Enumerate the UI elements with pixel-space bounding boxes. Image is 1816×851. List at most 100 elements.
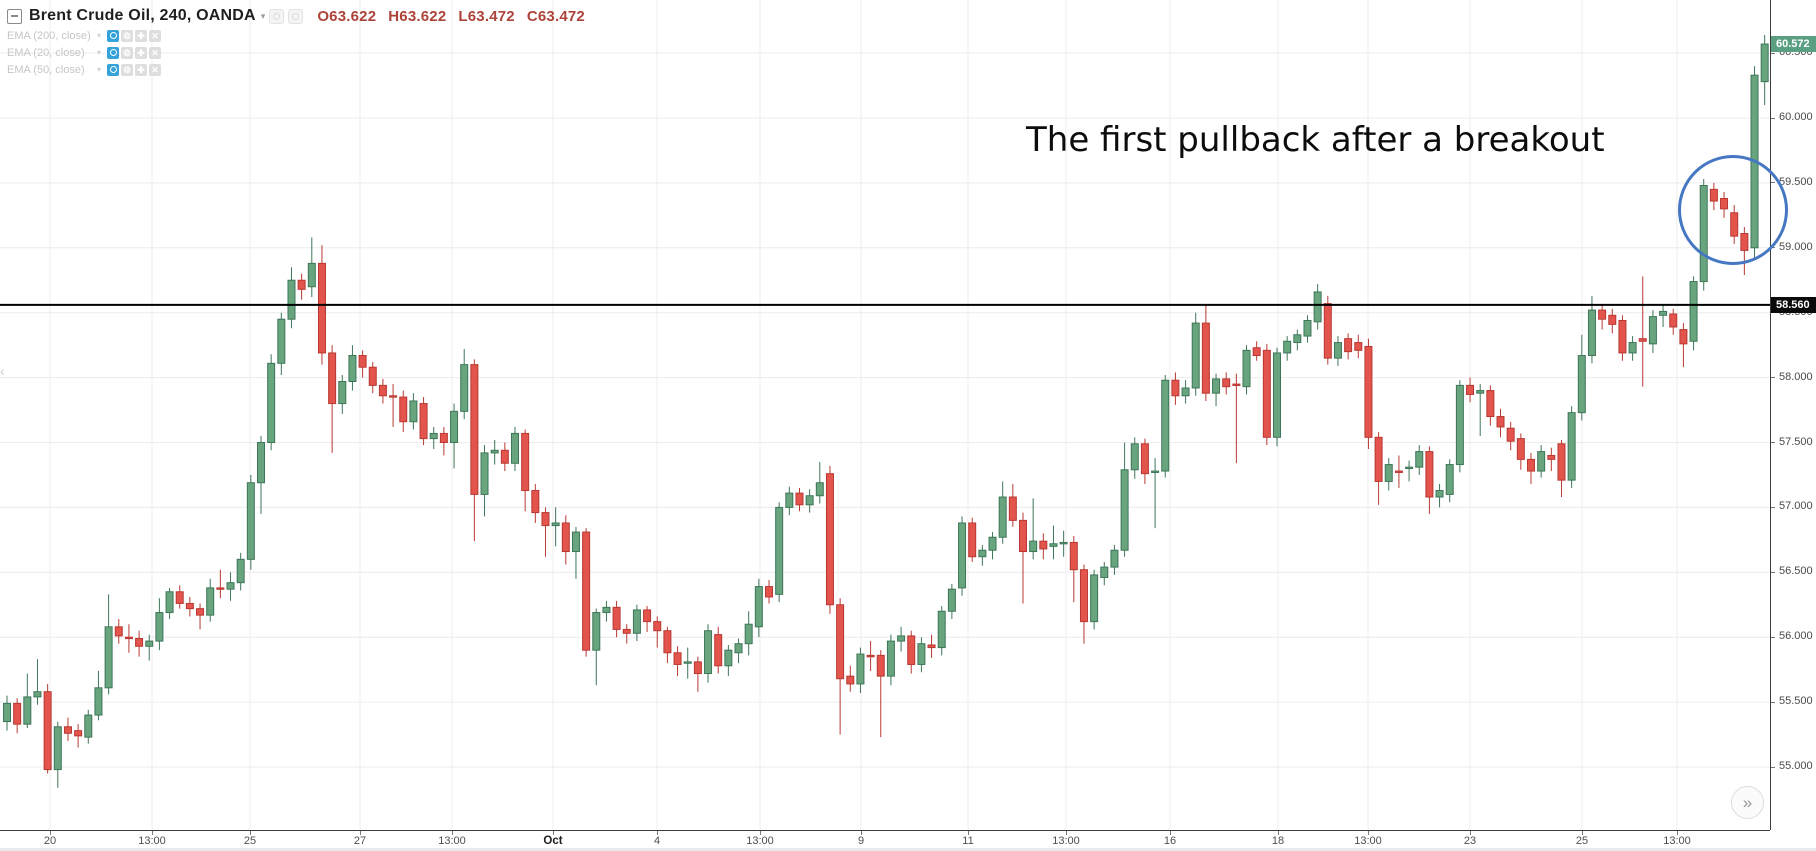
candle: [13, 698, 22, 734]
time-tick-mark: [452, 831, 453, 835]
candle: [917, 637, 926, 673]
chevron-down-icon[interactable]: ▾: [97, 65, 102, 74]
candle: [358, 350, 367, 378]
move-icon[interactable]: ✚: [135, 29, 148, 42]
indicator-label[interactable]: EMA (20, close): [7, 46, 85, 59]
candle: [937, 606, 946, 656]
candle: [246, 474, 255, 570]
candle: [287, 267, 296, 329]
candle: [1669, 308, 1678, 335]
settings-gear-icon[interactable]: ⚙: [121, 46, 134, 59]
indicator-row-ema20[interactable]: EMA (20, close) ▾ ⚙ ✚ ✕: [7, 44, 597, 61]
candle: [1100, 561, 1109, 586]
chevron-down-icon[interactable]: ▾: [97, 48, 102, 57]
candle: [1638, 276, 1647, 387]
candle: [1008, 484, 1017, 527]
symbol-header[interactable]: Brent Crude Oil, 240, OANDA ▾ O63.622 H6…: [7, 5, 597, 27]
candle: [1090, 569, 1099, 630]
time-tick-label: 25: [243, 835, 257, 847]
candle: [1110, 545, 1119, 575]
annotation-text[interactable]: The first pullback after a breakout: [1026, 120, 1605, 160]
time-tick-mark: [1677, 831, 1678, 835]
candle: [897, 626, 906, 652]
candle: [1577, 334, 1586, 421]
candle: [1527, 452, 1535, 485]
time-tick-label: 25: [1575, 835, 1589, 847]
candle: [571, 526, 580, 579]
candle: [480, 445, 489, 517]
visibility-eye-icon[interactable]: [107, 63, 120, 76]
indicator-row-ema50[interactable]: EMA (50, close) ▾ ⚙ ✚ ✕: [7, 61, 597, 78]
candle: [1435, 484, 1444, 508]
candle: [419, 397, 428, 446]
drawing-toolbar-collapse-icon[interactable]: ‹: [0, 363, 5, 379]
candle: [124, 624, 133, 653]
candle: [663, 626, 672, 664]
candle: [866, 641, 875, 671]
price-tick-label: 59.500: [1779, 175, 1813, 188]
candle: [1333, 336, 1342, 366]
indicator-label[interactable]: EMA (200, close): [7, 29, 91, 42]
price-tick-label: 58.000: [1779, 370, 1813, 383]
collapse-panel-icon[interactable]: [7, 8, 22, 24]
candlestick-chart[interactable]: [0, 0, 1770, 830]
time-tick-label: Oct: [543, 835, 563, 847]
visibility-eye-icon[interactable]: [107, 29, 120, 42]
price-tick-mark: [1771, 247, 1775, 249]
candle: [1760, 34, 1769, 106]
price-tick-mark: [1771, 701, 1775, 703]
candle: [1344, 333, 1353, 360]
candle: [1323, 295, 1332, 365]
chevron-down-icon[interactable]: ▾: [260, 10, 266, 21]
candle: [1222, 372, 1231, 395]
move-icon[interactable]: ✚: [135, 46, 148, 59]
chevron-down-icon[interactable]: ▾: [97, 31, 102, 40]
candle: [907, 630, 916, 674]
candle: [1374, 432, 1383, 505]
candle: [1476, 384, 1485, 437]
candle: [724, 644, 733, 677]
time-tick-label: 13:00: [1052, 835, 1080, 847]
legend-action-icon[interactable]: [288, 8, 304, 24]
price-axis[interactable]: 60.50060.00059.50059.00058.50058.00057.5…: [1770, 0, 1816, 830]
price-tick-mark: [1771, 766, 1775, 768]
candle: [1130, 437, 1139, 479]
delete-x-icon[interactable]: ✕: [149, 46, 162, 59]
delete-x-icon[interactable]: ✕: [149, 63, 162, 76]
pullback-highlight-circle[interactable]: [1678, 155, 1788, 265]
candle: [775, 502, 784, 603]
candle: [947, 583, 956, 620]
move-icon[interactable]: ✚: [135, 63, 148, 76]
candle: [795, 487, 804, 512]
close-value: C63.472: [526, 7, 585, 25]
delete-x-icon[interactable]: ✕: [149, 29, 162, 42]
indicator-row-ema200[interactable]: EMA (200, close) ▾ ⚙ ✚ ✕: [7, 27, 597, 44]
candle: [439, 426, 448, 456]
price-tick-label: 56.000: [1779, 630, 1813, 643]
indicator-label[interactable]: EMA (50, close): [7, 63, 85, 76]
candle: [23, 673, 32, 729]
candle: [1608, 308, 1617, 334]
time-tick-mark: [657, 831, 658, 835]
settings-gear-icon[interactable]: ⚙: [121, 63, 134, 76]
candle: [927, 634, 936, 658]
time-tick-mark: [152, 831, 153, 835]
time-tick-mark: [1470, 831, 1471, 835]
settings-gear-icon[interactable]: ⚙: [121, 29, 134, 42]
low-value: L63.472: [458, 7, 515, 25]
symbol-title[interactable]: Brent Crude Oil, 240, OANDA: [29, 7, 256, 24]
price-tick-mark: [1771, 636, 1775, 638]
scroll-to-recent-button[interactable]: »: [1731, 786, 1764, 819]
candle: [94, 670, 103, 721]
visibility-eye-icon[interactable]: [107, 46, 120, 59]
time-tick-mark: [968, 831, 969, 835]
time-axis[interactable]: 20 13:00 25 27 13:00 Oct 4 13:00 9 11 13:00 16 18 13:…: [0, 830, 1770, 849]
legend-action-icon[interactable]: [269, 8, 285, 24]
candle: [1039, 533, 1048, 560]
candle: [1557, 439, 1566, 498]
candle: [815, 461, 824, 504]
candle: [1303, 315, 1312, 343]
candle: [277, 312, 286, 376]
candle: [1191, 312, 1200, 396]
candle: [53, 721, 62, 788]
